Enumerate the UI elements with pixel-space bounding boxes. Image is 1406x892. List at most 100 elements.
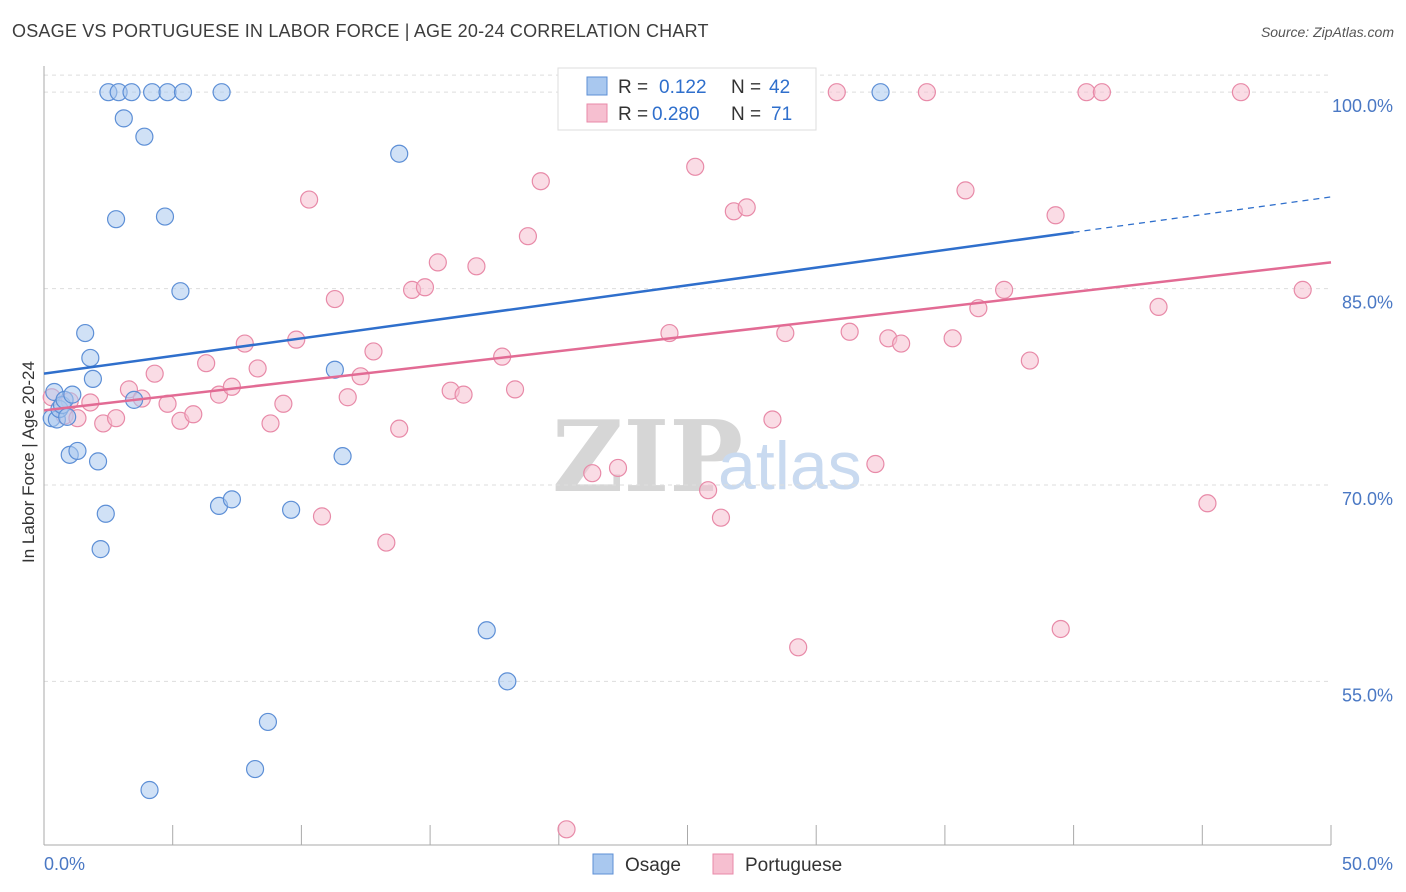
portuguese-point xyxy=(428,253,447,272)
portuguese-point xyxy=(300,190,319,209)
watermark-zip: ZIP xyxy=(552,400,743,515)
portuguese-point xyxy=(505,380,525,399)
portuguese-r-label: R = xyxy=(618,104,648,125)
osage-r-value: 0.122 xyxy=(659,77,707,98)
osage-point xyxy=(171,282,190,301)
portuguese-point xyxy=(698,481,718,500)
portuguese-legend-label: Portuguese xyxy=(745,855,842,876)
portuguese-point xyxy=(248,359,267,378)
portuguese-point xyxy=(943,329,962,348)
y-tick-label: 85.0% xyxy=(1342,293,1393,313)
portuguese-point xyxy=(1293,280,1312,299)
osage-point xyxy=(106,210,126,229)
osage-point xyxy=(91,540,110,559)
portuguese-point xyxy=(274,394,293,413)
portuguese-point xyxy=(1092,83,1112,102)
osage-point xyxy=(333,447,352,466)
portuguese-point xyxy=(840,322,859,341)
osage-point xyxy=(81,348,100,368)
portuguese-point xyxy=(377,533,396,552)
portuguese-point xyxy=(106,409,126,428)
osage-point xyxy=(173,83,193,102)
stats-legend: R = 0.122 N = 42 R = 0.280 N = 71 xyxy=(557,67,817,131)
osage-point xyxy=(477,621,496,640)
portuguese-points xyxy=(42,83,1312,839)
osage-point xyxy=(83,369,103,389)
portuguese-point xyxy=(763,410,782,429)
y-tick-labels: 55.0% 70.0% 85.0% 100.0% xyxy=(1332,96,1393,705)
portuguese-point xyxy=(364,342,383,361)
osage-point xyxy=(96,504,115,523)
portuguese-point xyxy=(325,289,344,309)
osage-trend-extension xyxy=(1073,196,1332,233)
portuguese-point xyxy=(1198,494,1217,513)
portuguese-point xyxy=(583,464,602,483)
portuguese-point xyxy=(145,364,164,383)
portuguese-point xyxy=(1231,83,1251,102)
portuguese-n-value: 71 xyxy=(771,104,792,125)
portuguese-point xyxy=(892,334,911,353)
osage-n-label: N = xyxy=(731,77,761,98)
x-tick-label-max: 50.0% xyxy=(1342,854,1393,874)
osage-point xyxy=(498,672,517,691)
trend-lines xyxy=(43,196,1332,412)
osage-point xyxy=(212,83,231,102)
portuguese-point xyxy=(531,172,550,191)
osage-point xyxy=(245,759,265,779)
portuguese-point xyxy=(467,257,486,276)
osage-point xyxy=(871,83,890,102)
portuguese-point xyxy=(312,507,332,526)
y-tick-label: 100.0% xyxy=(1332,96,1393,116)
osage-point xyxy=(88,452,108,471)
source-credit: Source: ZipAtlas.com xyxy=(1260,24,1394,40)
portuguese-point xyxy=(608,458,628,478)
y-tick-label: 55.0% xyxy=(1342,685,1393,705)
portuguese-r-value: 0.280 xyxy=(652,104,700,125)
osage-point xyxy=(158,83,177,102)
portuguese-point xyxy=(686,157,705,176)
osage-point xyxy=(68,441,87,461)
portuguese-trend-line xyxy=(43,261,1332,412)
portuguese-bottom-swatch xyxy=(712,853,734,875)
portuguese-point xyxy=(390,419,409,438)
portuguese-point xyxy=(789,638,808,657)
osage-point xyxy=(143,83,162,102)
y-axis-title: In Labor Force | Age 20-24 xyxy=(19,361,38,563)
portuguese-point xyxy=(711,508,731,527)
portuguese-point xyxy=(827,83,846,102)
portuguese-point xyxy=(415,278,435,297)
portuguese-point xyxy=(1077,83,1096,102)
portuguese-point xyxy=(235,334,254,353)
portuguese-point xyxy=(81,393,100,412)
portuguese-point xyxy=(995,280,1014,299)
portuguese-point xyxy=(1020,351,1039,370)
portuguese-point xyxy=(1051,619,1070,639)
osage-legend-swatch xyxy=(586,76,608,96)
osage-legend-label: Osage xyxy=(625,855,681,876)
osage-point xyxy=(135,127,154,146)
portuguese-point xyxy=(1046,206,1065,225)
portuguese-point xyxy=(184,405,203,424)
axes xyxy=(43,66,1332,846)
chart-title: OSAGE VS PORTUGUESE IN LABOR FORCE | AGE… xyxy=(12,21,709,41)
x-tick-label-min: 0.0% xyxy=(44,854,85,874)
osage-bottom-swatch xyxy=(592,853,614,875)
osage-point xyxy=(258,712,278,732)
x-tick-labels: 0.0% 50.0% xyxy=(44,854,1393,874)
osage-point xyxy=(58,407,77,426)
osage-trend-line xyxy=(43,231,1074,375)
portuguese-legend-swatch xyxy=(586,103,608,123)
osage-r-label: R = xyxy=(618,77,648,98)
osage-point xyxy=(155,207,175,226)
portuguese-point xyxy=(776,323,795,343)
osage-point xyxy=(114,109,133,128)
y-tick-label: 70.0% xyxy=(1342,489,1393,509)
portuguese-point xyxy=(454,385,473,404)
portuguese-point xyxy=(917,83,936,102)
portuguese-point xyxy=(866,454,885,474)
portuguese-point xyxy=(956,181,975,200)
osage-point xyxy=(63,385,82,404)
osage-n-value: 42 xyxy=(769,77,790,98)
portuguese-point xyxy=(197,354,216,373)
